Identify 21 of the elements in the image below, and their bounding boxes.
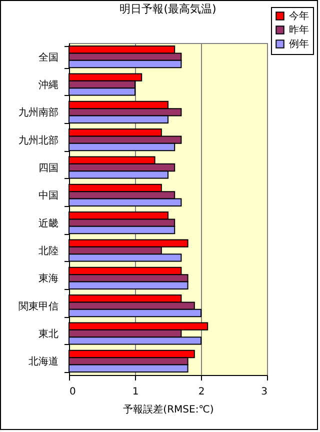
y-tick-label: 東北 <box>38 328 58 340</box>
y-tick-label: 四国 <box>38 163 58 174</box>
x-tick-label: 3 <box>261 386 268 398</box>
y-tick-label: 沖縄 <box>38 79 58 91</box>
y-tick-label: 中国 <box>38 190 58 202</box>
legend-label: 例年 <box>289 38 309 50</box>
y-tick-label: 九州北部 <box>18 134 58 146</box>
y-tick-label: 九州南部 <box>18 106 58 119</box>
x-tick-label: 0 <box>70 386 76 398</box>
legend-label: 今年 <box>289 10 309 22</box>
y-tick-label: 全国 <box>38 51 58 64</box>
y-tick-label: 北海道 <box>28 356 58 368</box>
y-tick-label: 関東甲信 <box>18 300 58 312</box>
y-tick-label: 近畿 <box>38 217 58 230</box>
x-tick-label: 2 <box>198 386 205 398</box>
x-axis-title: 予報誤差(RMSE:℃) <box>123 404 214 416</box>
y-tick-label: 東海 <box>38 272 58 285</box>
y-tick-label: 北陸 <box>38 245 58 257</box>
x-tick-label: 1 <box>132 386 139 398</box>
chart-title: 明日予報(最高気温) <box>120 2 216 16</box>
legend-label: 昨年 <box>289 24 309 36</box>
